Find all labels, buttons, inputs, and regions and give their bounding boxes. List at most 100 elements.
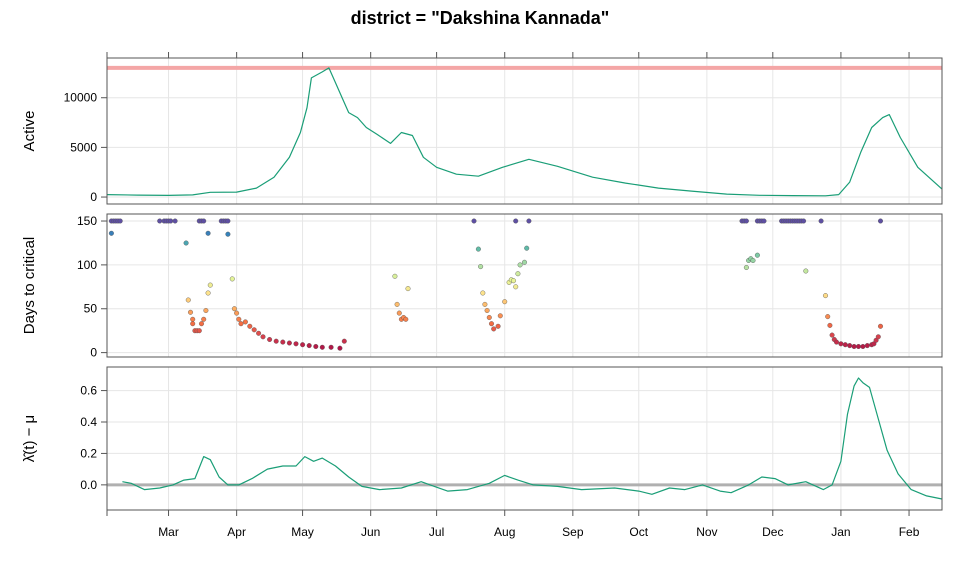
data-point <box>201 316 207 322</box>
data-point <box>273 338 279 344</box>
data-point <box>825 314 831 320</box>
x-tick-label: Nov <box>696 525 717 539</box>
data-point <box>306 343 312 349</box>
data-point <box>486 315 492 321</box>
y-axis-label-lambda: λ̂(t) − μ <box>21 415 38 462</box>
data-point <box>513 284 519 290</box>
y-tick-label: 0.0 <box>80 478 97 492</box>
series-line-lambda <box>122 377 943 500</box>
data-point <box>823 293 829 299</box>
y-tick-label: 0 <box>90 346 97 360</box>
data-point <box>471 218 477 224</box>
x-tick-label: Apr <box>227 525 246 539</box>
data-point <box>851 344 857 350</box>
data-point <box>827 322 833 328</box>
data-point <box>405 286 411 292</box>
data-point <box>286 340 292 346</box>
y-tick-label: 10000 <box>64 91 98 105</box>
x-tick-label: Oct <box>629 525 648 539</box>
data-point <box>495 323 501 329</box>
data-point <box>242 319 248 325</box>
data-point <box>754 252 760 258</box>
panel-frame-lambda <box>106 366 943 511</box>
data-point <box>524 245 530 251</box>
data-point <box>502 299 508 305</box>
data-point <box>256 330 262 336</box>
data-point <box>873 337 879 343</box>
data-point <box>860 344 866 350</box>
data-point <box>491 326 497 332</box>
data-point <box>875 334 881 340</box>
y-axis-label-days_to_critical: Days to critical <box>21 237 38 335</box>
x-tick-label: Jan <box>831 525 850 539</box>
data-point <box>234 310 240 316</box>
panel-frame-days_to_critical <box>106 213 943 358</box>
panel-frame-active <box>106 57 943 205</box>
data-point <box>482 301 488 307</box>
data-point <box>207 282 213 288</box>
data-point <box>185 297 191 303</box>
data-point <box>260 334 266 340</box>
data-point <box>251 327 257 333</box>
data-point <box>157 218 163 224</box>
y-tick-label: 100 <box>77 258 97 272</box>
data-point <box>225 231 231 237</box>
data-point <box>196 328 202 334</box>
y-tick-label: 50 <box>84 302 98 316</box>
data-point <box>190 321 196 327</box>
data-point <box>522 259 528 265</box>
data-point <box>313 344 319 350</box>
data-point <box>526 218 532 224</box>
data-point <box>803 268 809 274</box>
data-point <box>187 309 193 315</box>
data-point <box>396 310 402 316</box>
data-point <box>878 218 884 224</box>
x-tick-label: May <box>291 525 314 539</box>
data-point <box>168 218 174 224</box>
data-point <box>201 218 207 224</box>
x-tick-label: Dec <box>762 525 783 539</box>
data-point <box>847 343 853 349</box>
data-point <box>750 258 756 264</box>
data-point <box>515 271 521 277</box>
data-point <box>392 273 398 279</box>
y-tick-label: 0.4 <box>80 415 97 429</box>
data-point <box>337 345 343 351</box>
data-point <box>475 246 481 252</box>
data-point <box>300 342 306 348</box>
data-point <box>743 265 749 271</box>
data-point <box>190 316 196 322</box>
data-point <box>394 301 400 307</box>
data-point <box>871 341 877 347</box>
data-point <box>236 316 242 322</box>
data-point <box>231 306 237 312</box>
data-point <box>172 218 178 224</box>
y-tick-label: 5000 <box>70 140 97 154</box>
data-point <box>238 321 244 327</box>
data-point <box>829 332 835 338</box>
y-tick-label: 0.2 <box>80 446 97 460</box>
data-point <box>205 290 211 296</box>
x-tick-label: Sep <box>562 525 584 539</box>
x-tick-label: Aug <box>494 525 515 539</box>
data-point <box>743 218 749 224</box>
chart-title: district = "Dakshina Kannada" <box>351 8 610 28</box>
data-point <box>856 344 862 350</box>
data-point <box>117 218 123 224</box>
data-point <box>225 218 231 224</box>
x-tick-label: Feb <box>899 525 920 539</box>
data-point <box>513 218 519 224</box>
data-point <box>834 339 840 345</box>
data-point <box>403 316 409 322</box>
data-point <box>480 290 486 296</box>
data-point <box>517 262 523 268</box>
data-point <box>198 321 204 327</box>
data-point <box>203 308 209 314</box>
data-point <box>761 218 767 224</box>
data-point <box>267 337 273 343</box>
y-tick-label: 0.6 <box>80 384 97 398</box>
data-point <box>328 344 334 350</box>
data-point <box>247 323 253 329</box>
x-tick-label: Jul <box>429 525 444 539</box>
